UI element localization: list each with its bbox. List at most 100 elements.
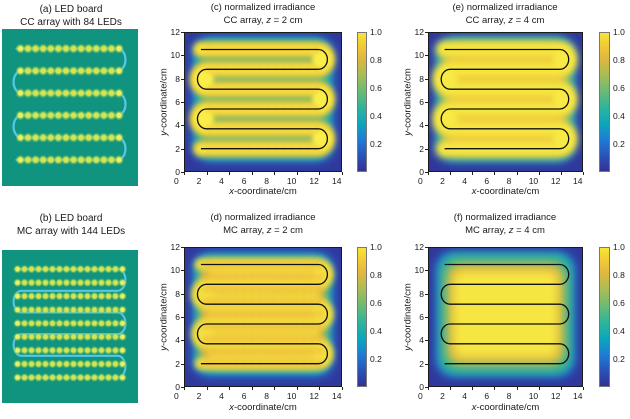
y-tick-mark <box>181 363 184 365</box>
x-tick-label: 2 <box>440 176 445 186</box>
x-tick-label: 2 <box>440 391 445 401</box>
y-tick-label: 10 <box>170 265 180 276</box>
panel-c-title-line2: CC array, z = 2 cm <box>223 15 303 26</box>
x-tick-mark <box>274 387 276 390</box>
colorbar-tick-label: 0.6 <box>370 83 382 93</box>
y-tick-mark <box>425 102 428 103</box>
colorbar-tick-label: 0.8 <box>370 55 382 65</box>
x-tick-mark <box>206 172 208 175</box>
x-tick-mark <box>251 172 253 175</box>
x-tick-label: 0 <box>418 391 423 401</box>
panel-a-title-line2: CC array with 84 LEDs <box>20 17 122 28</box>
panel-e-xlabel: x-coordinate/cm <box>471 186 540 197</box>
x-tick-mark <box>538 387 540 390</box>
x-tick-mark <box>516 387 518 390</box>
panel-b-title-line2: MC array with 144 LEDs <box>16 226 126 237</box>
plot-frame <box>428 32 583 172</box>
y-tick-mark <box>425 125 428 127</box>
x-tick-label: 8 <box>264 176 270 186</box>
x-tick-mark <box>516 172 518 175</box>
colorbar-tick-label: 0.4 <box>613 326 625 336</box>
x-tick-mark <box>450 387 452 390</box>
y-tick-mark <box>425 148 428 150</box>
colorbar-c <box>357 32 367 172</box>
colorbar-e <box>599 32 610 172</box>
colorbar-tick-label: 0.2 <box>370 354 382 364</box>
heatmap-layers <box>428 247 583 387</box>
led-board-svg-a <box>2 29 138 186</box>
x-tick-label: 14 <box>573 176 583 186</box>
x-tick-label: 10 <box>286 391 297 401</box>
y-tick-mark <box>425 270 428 272</box>
y-tick-label: 6 <box>175 312 180 322</box>
heatmap-e <box>428 32 583 172</box>
panel-e-title-line1: (e) normalized irradiance <box>452 2 558 13</box>
y-tick-mark <box>425 55 428 57</box>
y-tick-label: 0 <box>175 167 180 177</box>
colorbar-tick-label: 0.6 <box>613 83 625 93</box>
colorbar-tick-label: 0.8 <box>370 270 382 280</box>
x-tick-label: 4 <box>462 391 468 401</box>
x-tick-mark <box>342 172 343 175</box>
led-board-a <box>2 29 138 186</box>
y-tick-mark <box>181 32 184 33</box>
panel-f-title-line2: MC array, z = 4 cm <box>465 225 545 236</box>
x-tick-label: 2 <box>196 176 202 186</box>
x-tick-label: 6 <box>484 391 490 401</box>
colorbar-tick-label: 0.6 <box>613 298 625 308</box>
y-tick-label: 4 <box>419 335 424 346</box>
panel-e-title: (e) normalized irradiance CC array, z = … <box>405 1 605 27</box>
x-tick-label: 10 <box>528 176 539 186</box>
y-tick-label: 6 <box>419 312 424 322</box>
y-tick-label: 2 <box>419 358 424 369</box>
colorbar-tick-label: 1.0 <box>613 242 625 252</box>
x-tick-label: 12 <box>550 176 561 186</box>
x-tick-label: 0 <box>174 391 179 401</box>
y-tick-mark <box>181 340 184 342</box>
colorbar-tick-label: 0.2 <box>613 354 625 364</box>
panel-d-title-line2: MC array, z = 2 cm <box>223 225 303 236</box>
y-tick-mark <box>181 387 184 388</box>
y-tick-mark <box>425 363 428 365</box>
x-tick-label: 10 <box>528 391 539 401</box>
x-tick-mark <box>319 172 321 175</box>
plot-frame <box>184 247 342 387</box>
x-tick-mark <box>428 387 429 390</box>
x-tick-mark <box>184 172 185 175</box>
x-tick-label: 0 <box>418 176 423 186</box>
y-tick-mark <box>425 172 428 173</box>
colorbar-d <box>357 247 367 387</box>
panel-d-title-line1: (d) normalized irradiance <box>210 212 316 223</box>
y-tick-label: 0 <box>419 167 424 177</box>
panel-a-title-line1: (a) LED board <box>39 4 103 15</box>
x-tick-label: 14 <box>332 176 342 186</box>
x-tick-label: 12 <box>309 391 319 401</box>
y-tick-mark <box>181 55 184 57</box>
y-tick-label: 8 <box>419 288 424 299</box>
heatmap-layers <box>428 32 583 172</box>
wire-overlay <box>196 263 329 365</box>
panel-a-title: (a) LED board CC array with 84 LEDs <box>0 3 142 29</box>
y-tick-label: 2 <box>175 358 180 369</box>
y-tick-label: 8 <box>419 73 424 84</box>
y-tick-label: 4 <box>419 120 424 131</box>
x-tick-label: 6 <box>484 176 490 186</box>
panel-f-title: (f) normalized irradiance MC array, z = … <box>405 211 605 237</box>
colorbar-tick-label: 0.6 <box>370 298 382 308</box>
x-tick-mark <box>494 172 496 175</box>
x-tick-mark <box>274 172 276 175</box>
y-tick-mark <box>425 247 428 248</box>
x-tick-label: 14 <box>332 391 342 401</box>
x-tick-label: 0 <box>174 176 179 186</box>
panel-b-title-line1: (b) LED board <box>39 213 103 224</box>
panel-d-title: (d) normalized irradiance MC array, z = … <box>163 211 363 237</box>
x-tick-mark <box>319 387 321 390</box>
led-dots <box>15 44 124 165</box>
panel-e-title-line2: CC array, z = 4 cm <box>465 15 545 26</box>
x-tick-mark <box>296 387 298 390</box>
x-tick-label: 2 <box>196 391 202 401</box>
y-tick-mark <box>181 270 184 272</box>
colorbar-tick-label: 0.2 <box>613 139 625 149</box>
y-tick-label: 12 <box>170 27 180 37</box>
